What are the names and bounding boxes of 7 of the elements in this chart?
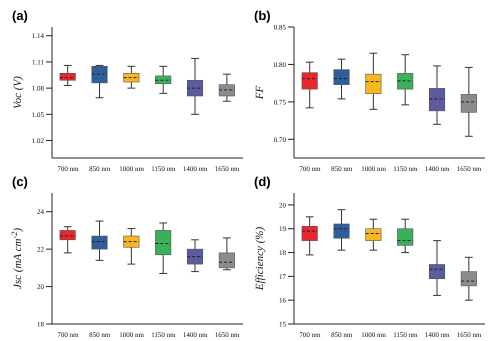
chart-title: (c) bbox=[11, 174, 29, 189]
y-axis-title: Efficiency (%) bbox=[254, 226, 266, 292]
chart-title: (d) bbox=[253, 174, 272, 189]
y-axis-title: Voc (V) bbox=[12, 76, 24, 109]
chart-title: (b) bbox=[253, 8, 272, 23]
chart-title: (a) bbox=[11, 8, 29, 23]
y-axis-title: FF bbox=[254, 86, 266, 100]
